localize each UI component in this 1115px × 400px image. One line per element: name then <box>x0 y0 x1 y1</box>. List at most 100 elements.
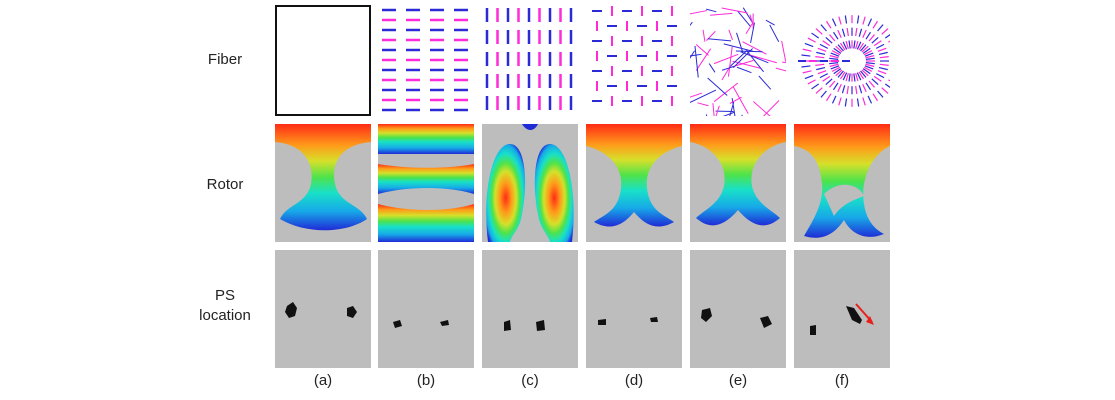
rotor-panel-d <box>586 124 682 242</box>
fiber-line <box>732 48 753 69</box>
fiber-line <box>758 75 772 90</box>
fiber-line <box>736 66 752 74</box>
fiber-line <box>829 62 839 65</box>
fiber-line <box>829 63 839 67</box>
fiber-line <box>884 83 890 88</box>
fiber-panel-e <box>690 7 786 116</box>
fiber-line <box>802 70 812 74</box>
fiber-line <box>860 44 867 52</box>
fiber-line <box>822 75 831 82</box>
fiber-line <box>845 40 849 50</box>
fiber-line <box>862 97 866 106</box>
fiber-line <box>864 52 874 57</box>
fiber-line <box>865 31 872 40</box>
fiber-line <box>862 84 867 93</box>
fiber-line <box>837 70 844 78</box>
fiber-line <box>833 47 842 54</box>
fiber-line <box>872 20 879 29</box>
fiber-line <box>842 41 848 50</box>
fiber-line <box>838 97 842 106</box>
fiber-line <box>873 75 882 82</box>
fiber-line <box>713 53 739 65</box>
rotor-panel-e <box>690 124 786 242</box>
fiber-line <box>819 43 829 49</box>
fiber-line <box>839 42 846 51</box>
fiber-line <box>815 56 825 59</box>
fiber-line <box>690 89 717 104</box>
fiber-line <box>829 55 839 59</box>
ps-panel-c <box>482 250 578 368</box>
fiber-line <box>801 54 811 57</box>
fiber-line <box>721 65 734 71</box>
fiber-line <box>855 40 859 50</box>
fiber-line <box>855 85 858 95</box>
fiber-line <box>741 114 743 116</box>
fiber-line <box>825 93 832 102</box>
fiber-panel-c <box>485 8 573 110</box>
fiber-line <box>862 68 871 75</box>
fiber-line <box>837 29 842 38</box>
fiber-line <box>737 10 752 28</box>
fiber-line <box>829 57 839 60</box>
fiber-line <box>862 47 871 54</box>
fiber-line <box>841 28 846 37</box>
fiber-line <box>710 12 733 16</box>
fiber-line <box>855 72 859 82</box>
fiber-line <box>888 40 890 43</box>
row-label-fiber: Fiber <box>207 51 243 68</box>
fiber-line <box>863 66 873 72</box>
fiber-line <box>844 98 848 107</box>
fiber-line <box>856 15 860 24</box>
fiber-line <box>832 82 839 91</box>
fiber-line <box>811 32 820 39</box>
fiber-line <box>875 43 885 49</box>
fiber-line <box>846 85 849 95</box>
fiber-line <box>819 73 829 79</box>
fiber-line <box>775 67 786 72</box>
fiber-line <box>782 61 786 64</box>
fiber-line <box>781 40 786 62</box>
fiber-line <box>884 34 890 39</box>
column-label-b: (b) <box>416 372 436 389</box>
fiber-line <box>829 80 836 88</box>
fiber-line <box>848 73 851 82</box>
fiber-line <box>746 53 777 64</box>
fiber-line <box>833 68 842 75</box>
fiber-line <box>822 40 831 47</box>
fiber-line <box>815 28 823 35</box>
fiber-line <box>745 21 754 35</box>
fiber-line <box>807 37 816 43</box>
fiber-line <box>708 63 716 73</box>
fiber-line <box>877 90 884 98</box>
fiber-line <box>877 70 887 75</box>
fiber-line <box>816 66 826 71</box>
fiber-line <box>690 21 693 27</box>
fiber-line <box>804 42 814 48</box>
fiber-line <box>820 90 827 98</box>
fiber-line <box>861 69 869 77</box>
fiber-line <box>862 16 866 25</box>
fiber-line <box>863 50 873 56</box>
fiber-line <box>868 80 875 88</box>
fiber-line <box>817 47 827 52</box>
fiber-line <box>855 27 858 37</box>
fiber-line <box>765 19 775 26</box>
column-label-e: (e) <box>728 372 748 389</box>
fiber-line <box>837 84 842 93</box>
fiber-line <box>825 78 833 85</box>
fiber-line <box>871 78 879 85</box>
row-label-rotor: Rotor <box>206 176 244 193</box>
fiber-line <box>856 72 862 81</box>
fiber-line <box>865 62 875 65</box>
fiber-line <box>694 45 699 78</box>
fiber-line <box>865 57 875 60</box>
fiber-line <box>858 28 863 37</box>
fiber-line <box>875 73 885 79</box>
fiber-line <box>713 82 739 103</box>
fiber-line <box>831 50 841 56</box>
fiber-line <box>841 85 846 94</box>
fiber-line <box>825 37 833 44</box>
fiber-line <box>865 55 875 59</box>
fiber-panel-b <box>382 8 468 112</box>
fiber-line <box>816 51 826 56</box>
